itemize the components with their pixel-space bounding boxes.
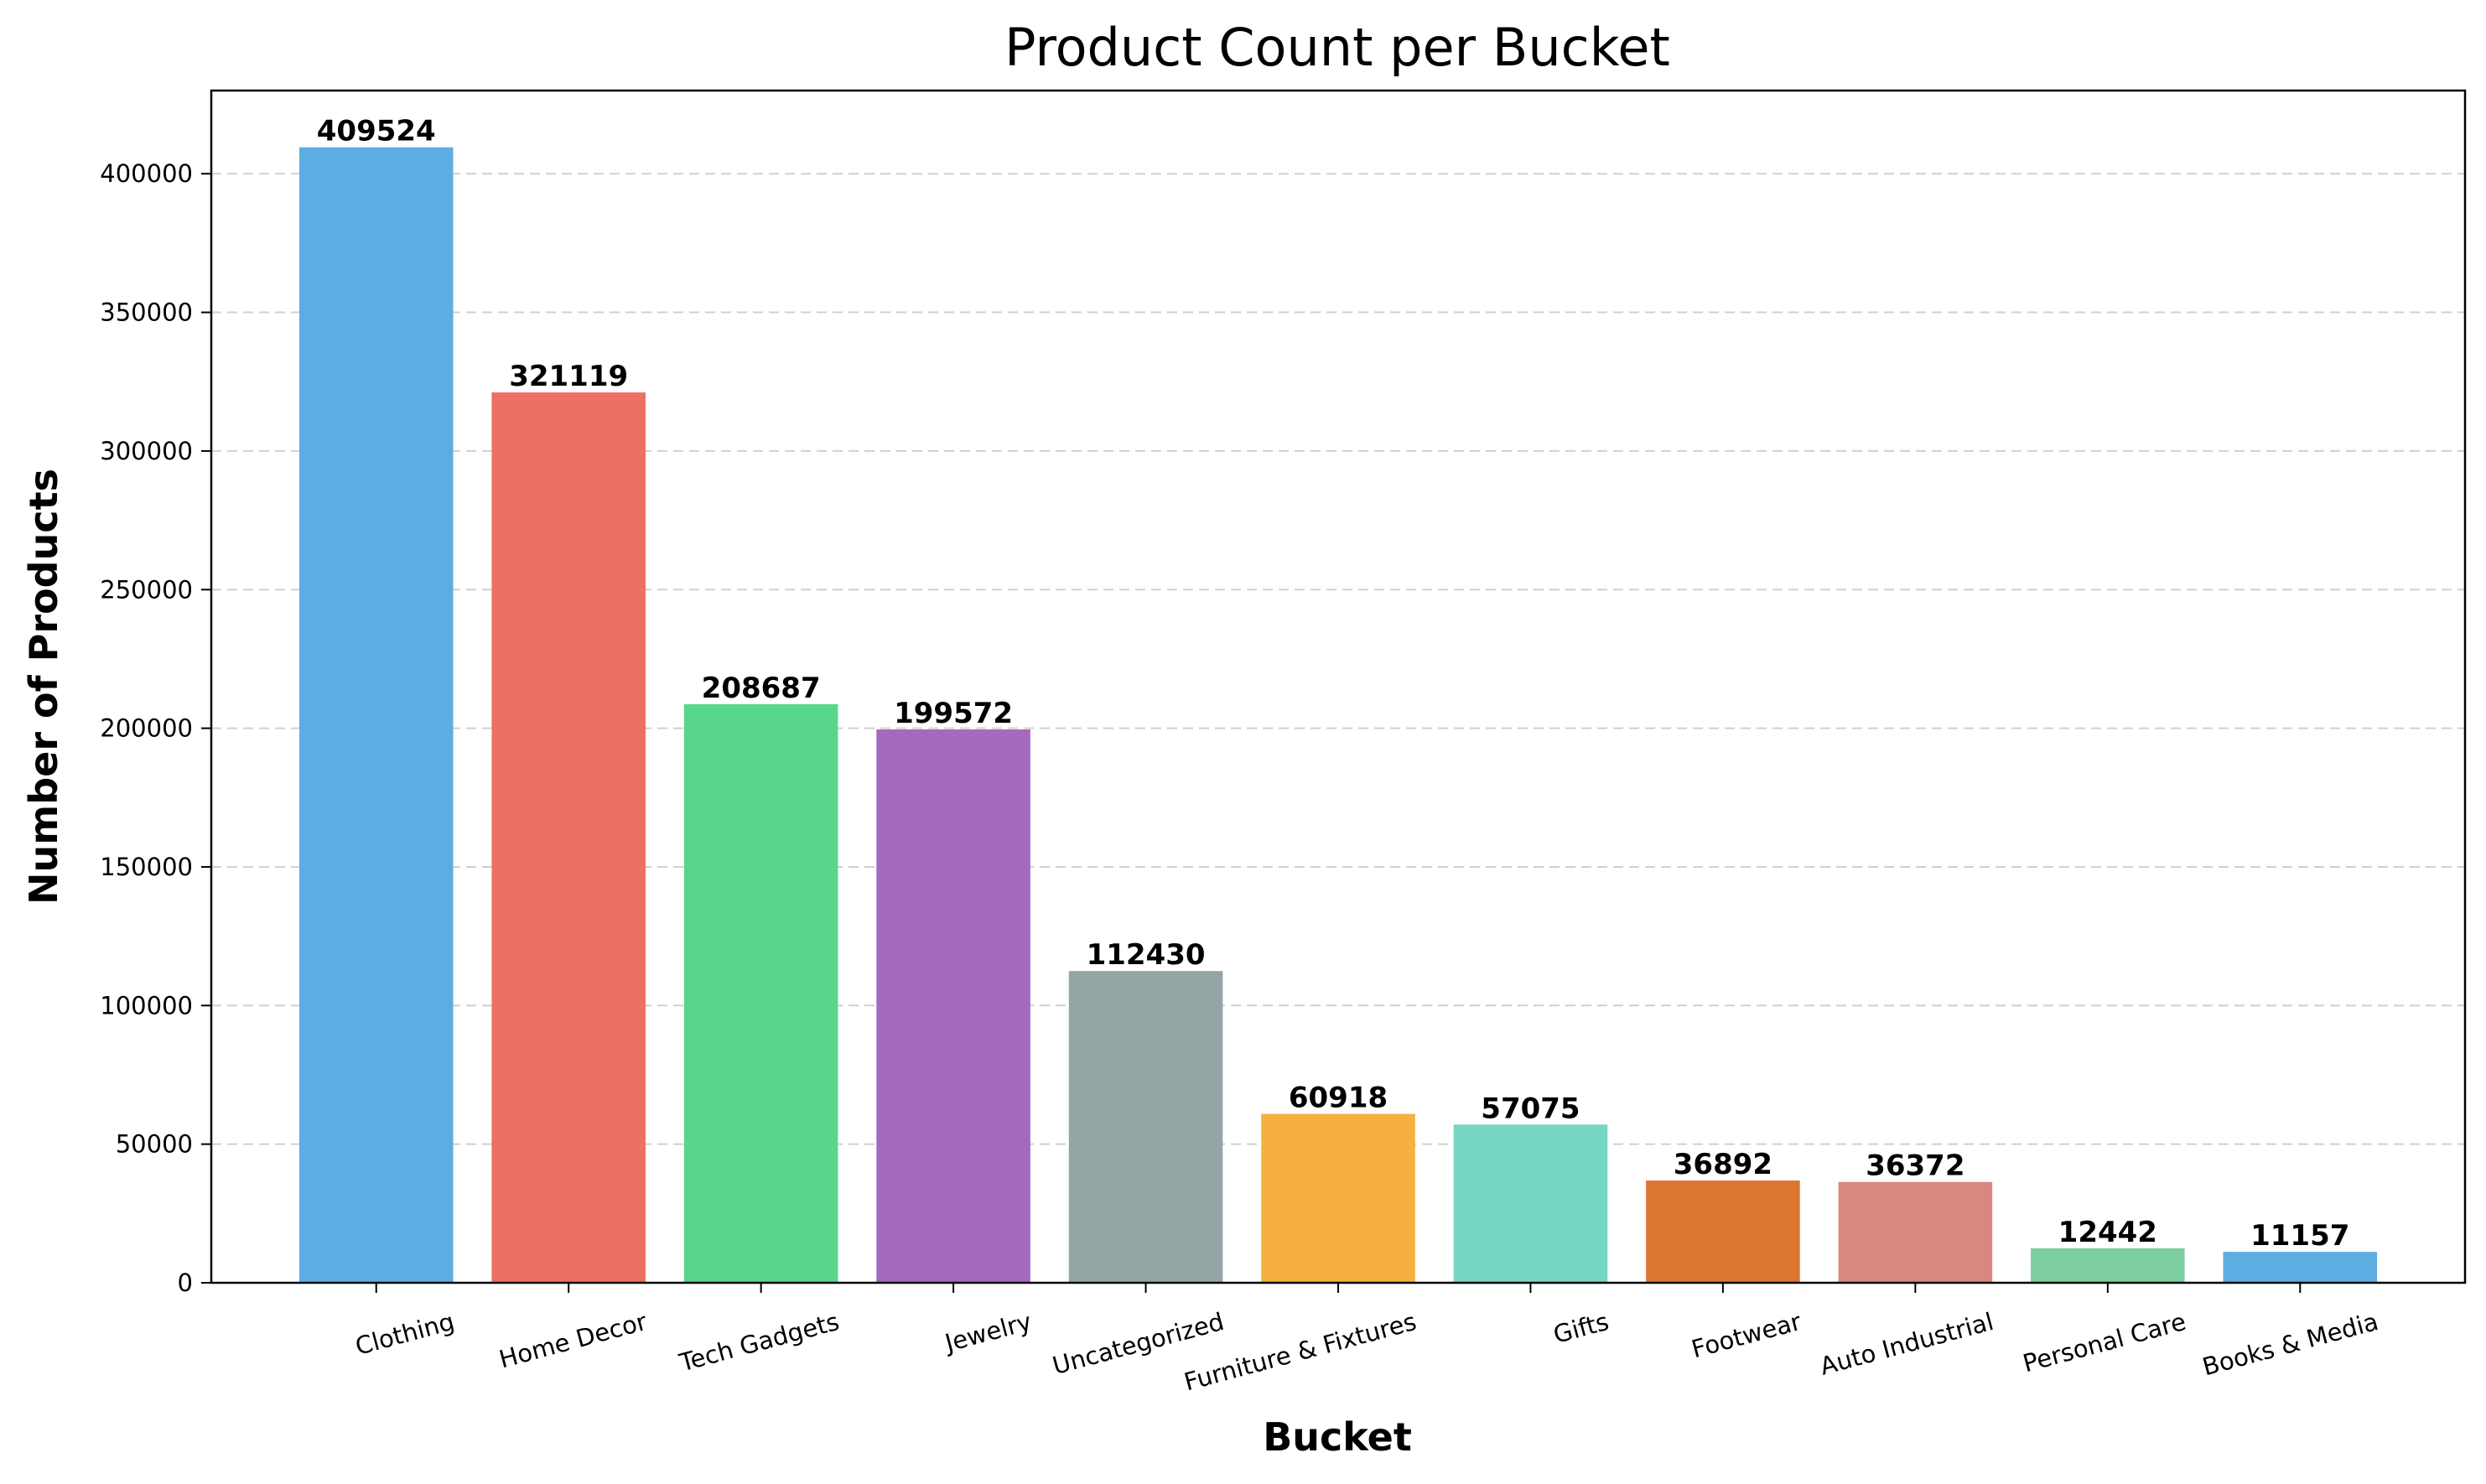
data-label: 57075 (1481, 1092, 1580, 1125)
x-tick-label: Jewelry (941, 1307, 1035, 1358)
bar (876, 729, 1030, 1283)
bar (2031, 1248, 2185, 1283)
data-labels: 409524 321119 208687 199572 112430 60918 57075… (317, 115, 2350, 1253)
data-label: 36892 (1674, 1148, 1772, 1181)
chart-title: Product Count per Bucket (1004, 17, 1670, 78)
y-tick-label: 300000 (100, 437, 193, 465)
data-label: 12442 (2058, 1216, 2157, 1249)
bar (1453, 1124, 1608, 1283)
x-tick-label: Tech Gadgets (676, 1307, 843, 1378)
x-tick-label: Clothing (352, 1307, 457, 1361)
x-tick-label: Footwear (1689, 1307, 1804, 1363)
y-tick-label: 350000 (100, 298, 193, 327)
data-label: 112430 (1087, 938, 1206, 972)
x-tick-label: Books & Media (2199, 1307, 2381, 1382)
bar (683, 703, 838, 1283)
x-tick-label: Home Decor (496, 1307, 650, 1374)
data-label: 409524 (317, 115, 436, 148)
data-label: 208687 (702, 672, 821, 705)
x-tick-label: Gifts (1550, 1307, 1611, 1349)
y-axis-label: Number of Products (21, 469, 66, 905)
bar (1261, 1113, 1415, 1283)
data-label: 11157 (2250, 1219, 2349, 1253)
y-tick-label: 50000 (116, 1130, 193, 1159)
y-axis-ticks: 0 50000 100000 150000 200000 250000 300000 3500… (100, 159, 211, 1297)
data-label: 36372 (1866, 1149, 1964, 1183)
bar (298, 147, 454, 1284)
x-tick-label: Auto Industrial (1817, 1307, 1996, 1381)
data-label: 60918 (1289, 1082, 1388, 1115)
bar (1068, 971, 1223, 1283)
y-tick-label: 0 (178, 1269, 193, 1297)
data-label: 199572 (894, 697, 1013, 730)
x-axis-label: Bucket (1263, 1414, 1412, 1460)
bars (298, 147, 2378, 1284)
bar (1646, 1180, 1800, 1283)
bar (1838, 1181, 1993, 1283)
y-tick-label: 400000 (100, 159, 193, 188)
data-label: 321119 (509, 360, 628, 393)
y-tick-label: 100000 (100, 991, 193, 1020)
y-tick-label: 150000 (100, 853, 193, 881)
x-tick-label: Personal Care (2020, 1307, 2189, 1378)
y-tick-label: 200000 (100, 714, 193, 743)
bar (491, 392, 646, 1284)
x-axis-ticks: Clothing Home Decor Tech Gadgets Jewelry Unc… (352, 1283, 2381, 1397)
y-tick-label: 250000 (100, 575, 193, 604)
bar (2223, 1252, 2378, 1283)
